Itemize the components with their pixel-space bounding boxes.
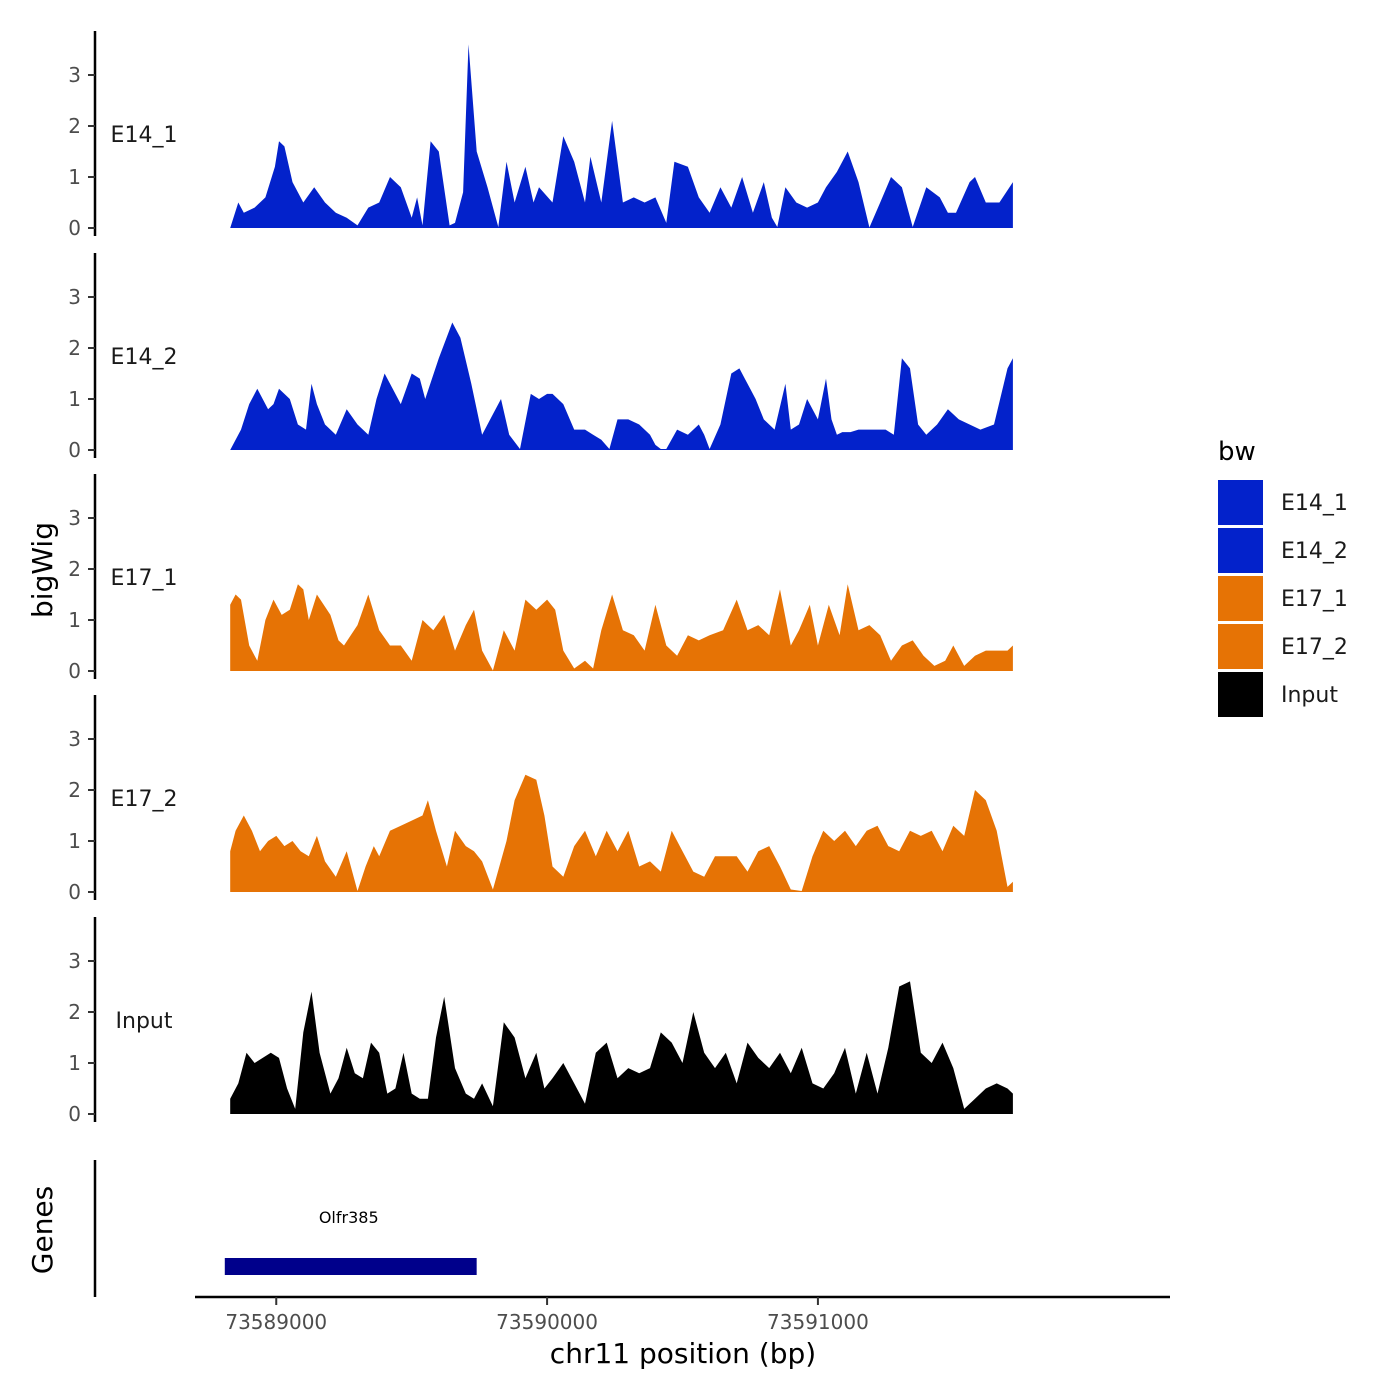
- x-tick-label: 73591000: [767, 1310, 869, 1334]
- x-tick-label: 73589000: [225, 1310, 327, 1334]
- track-e14-1: 0 1 2 3 E14_1: [68, 31, 1013, 240]
- gene-body-olfr385: [224, 1258, 477, 1275]
- y-axis-title: bigWig: [26, 522, 59, 618]
- y-tick-label: 1: [68, 387, 81, 411]
- track-name-label: E14_2: [111, 345, 178, 370]
- x-tick-label: 73590000: [496, 1310, 598, 1334]
- legend-label: Input: [1281, 683, 1338, 708]
- y-tick-label: 0: [68, 438, 81, 462]
- gene-panel: Olfr385: [93, 1160, 477, 1297]
- gene-name-label: Olfr385: [319, 1208, 379, 1227]
- track-e17-1: 0 1 2 3 E17_1: [68, 474, 1013, 683]
- legend-label: E17_1: [1281, 587, 1348, 612]
- legend-swatch-e17-1: [1218, 576, 1263, 621]
- y-tick-label: 2: [68, 778, 81, 802]
- track-e17-2: 0 1 2 3 E17_2: [68, 695, 1013, 904]
- y-tick-label: 3: [68, 506, 81, 530]
- y-tick-label: 3: [68, 285, 81, 309]
- tracks-layer: 0 1 2 3 E14_1 0 1 2 3 E14_2 0 1 2 3 E17_1 0 1 2 3 E17_2 0 1 2 3…: [68, 31, 1013, 1126]
- legend-swatch-input: [1218, 672, 1263, 717]
- coverage-area: [230, 44, 1013, 229]
- y-tick-label: 0: [68, 880, 81, 904]
- y-tick-label: 2: [68, 1000, 81, 1024]
- track-input: 0 1 2 3 Input: [68, 917, 1013, 1126]
- y-tick-label: 1: [68, 165, 81, 189]
- genes-panel-title: Genes: [26, 1186, 59, 1274]
- coverage-area: [230, 584, 1013, 671]
- y-tick-label: 3: [68, 727, 81, 751]
- y-tick-label: 1: [68, 608, 81, 632]
- track-name-label: E17_2: [111, 787, 178, 812]
- y-tick-label: 0: [68, 1102, 81, 1126]
- legend-label: E17_2: [1281, 635, 1348, 660]
- y-tick-label: 2: [68, 557, 81, 581]
- coverage-area: [230, 322, 1013, 450]
- track-name-label: E17_1: [111, 566, 178, 591]
- y-tick-label: 1: [68, 1051, 81, 1075]
- legend-title: bw: [1218, 437, 1256, 467]
- y-tick-label: 2: [68, 336, 81, 360]
- y-tick-label: 1: [68, 829, 81, 853]
- legend-swatch-e17-2: [1218, 624, 1263, 669]
- y-tick-label: 3: [68, 949, 81, 973]
- y-tick-label: 3: [68, 63, 81, 87]
- legend: bw E14_1 E14_2 E17_1 E17_2 Input: [1218, 437, 1348, 717]
- legend-label: E14_1: [1281, 491, 1348, 516]
- coverage-area: [230, 981, 1013, 1114]
- x-axis-title: chr11 position (bp): [550, 1337, 816, 1370]
- track-name-label: Input: [116, 1009, 173, 1034]
- x-axis: 73589000 73590000 73591000: [195, 1295, 1170, 1334]
- legend-swatch-e14-2: [1218, 528, 1263, 573]
- y-tick-label: 2: [68, 114, 81, 138]
- y-tick-label: 0: [68, 659, 81, 683]
- coverage-area: [230, 774, 1013, 892]
- y-tick-label: 0: [68, 216, 81, 240]
- track-e14-2: 0 1 2 3 E14_2: [68, 253, 1013, 462]
- track-name-label: E14_1: [111, 123, 178, 148]
- legend-label: E14_2: [1281, 539, 1348, 564]
- legend-swatch-e14-1: [1218, 480, 1263, 525]
